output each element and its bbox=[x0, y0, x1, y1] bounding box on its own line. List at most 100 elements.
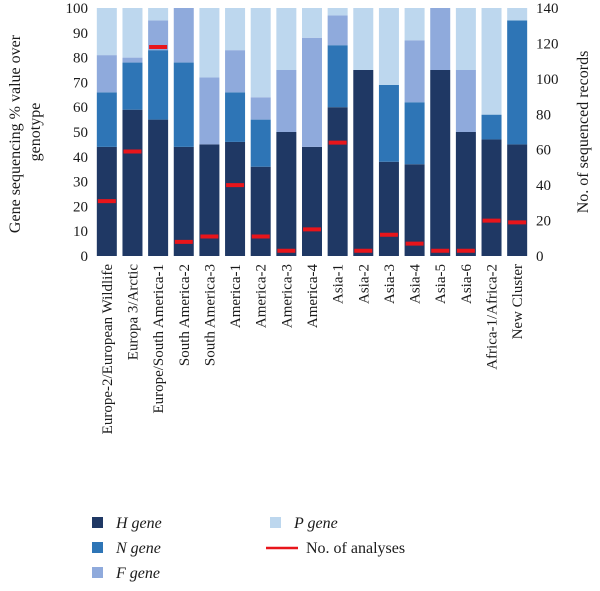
category-label: America-4 bbox=[305, 264, 321, 329]
bar-segment-f-gene bbox=[148, 20, 169, 51]
category-label: Asia-5 bbox=[433, 264, 449, 304]
legend-label: H gene bbox=[115, 515, 162, 532]
bar-segment-h-gene bbox=[122, 109, 143, 257]
right-tick-label: 120 bbox=[536, 36, 559, 52]
bar-segment-f-gene bbox=[302, 37, 322, 147]
bar-segment-n-gene bbox=[96, 92, 117, 147]
category-label: America-3 bbox=[279, 264, 295, 328]
left-tick-label: 80 bbox=[73, 51, 88, 67]
bars-group bbox=[96, 8, 528, 257]
left-axis-title: Gene sequencing % value over genotype bbox=[7, 31, 44, 233]
bar-segment-p-gene bbox=[507, 8, 528, 21]
left-tick-label: 40 bbox=[73, 150, 88, 166]
right-tick-label: 100 bbox=[536, 72, 559, 88]
bar-segment-h-gene bbox=[199, 144, 220, 256]
bar-segment-h-gene bbox=[378, 161, 399, 256]
right-tick-label: 20 bbox=[536, 214, 551, 230]
legend-label: N gene bbox=[115, 540, 161, 557]
legend-swatch bbox=[92, 567, 103, 578]
right-tick-label: 0 bbox=[536, 249, 544, 265]
bar-segment-h-gene bbox=[404, 164, 425, 256]
bar-segment-p-gene bbox=[378, 8, 399, 85]
bar-segment-p-gene bbox=[353, 8, 374, 70]
bar-segment-p-gene bbox=[250, 8, 271, 98]
category-label: Asia-2 bbox=[356, 264, 372, 304]
category-label: Asia-3 bbox=[382, 264, 398, 304]
bar-segment-n-gene bbox=[404, 102, 425, 165]
bar-segment-h-gene bbox=[430, 70, 451, 256]
bar-segment-p-gene bbox=[148, 8, 169, 21]
left-tick-label: 30 bbox=[73, 175, 88, 191]
category-label: South America-2 bbox=[177, 264, 193, 366]
legend: H gene P gene N gene No. of analyses F gene bbox=[92, 515, 405, 582]
bar-segment-p-gene bbox=[327, 8, 348, 16]
legend-label: P gene bbox=[293, 515, 338, 532]
left-tick-label: 10 bbox=[73, 224, 88, 240]
bar-segment-f-gene bbox=[225, 50, 246, 93]
bar-segment-h-gene bbox=[481, 139, 502, 256]
legend-label: F gene bbox=[115, 565, 160, 582]
right-y-axis: 0 20 40 60 80 100 120 140 bbox=[536, 1, 559, 265]
bar-segment-h-gene bbox=[507, 144, 528, 256]
legend-swatch bbox=[270, 517, 281, 528]
bar-segment-h-gene bbox=[225, 141, 246, 256]
category-label: Asia-6 bbox=[459, 264, 475, 304]
legend-label: No. of analyses bbox=[306, 540, 405, 557]
bar-segment-p-gene bbox=[122, 8, 143, 58]
bar-segment-f-gene bbox=[276, 70, 297, 132]
left-axis-title-line-1: Gene sequencing % value over bbox=[7, 34, 24, 233]
bar-segment-n-gene bbox=[122, 62, 143, 110]
right-tick-label: 60 bbox=[536, 143, 551, 159]
bar-segment-h-gene bbox=[148, 119, 169, 256]
bar-segment-p-gene bbox=[404, 8, 425, 41]
category-label: Europa 3/Arctic bbox=[125, 264, 141, 361]
bar-segment-n-gene bbox=[507, 20, 528, 145]
bar-segment-f-gene bbox=[455, 70, 476, 132]
bar-segment-f-gene bbox=[250, 97, 271, 120]
left-tick-label: 0 bbox=[81, 249, 89, 265]
analyses-markers-group bbox=[97, 44, 527, 253]
bar-segment-h-gene bbox=[455, 132, 476, 256]
category-label: South America-3 bbox=[202, 264, 218, 366]
bar-segment-p-gene bbox=[225, 8, 246, 51]
bar-segment-n-gene bbox=[173, 62, 194, 147]
bar-segment-h-gene bbox=[276, 132, 297, 256]
right-tick-label: 80 bbox=[536, 107, 551, 123]
bar-segment-f-gene bbox=[122, 57, 143, 63]
bar-segment-f-gene bbox=[430, 8, 451, 70]
right-axis-title: No. of sequenced records bbox=[575, 51, 592, 214]
right-tick-label: 140 bbox=[536, 1, 559, 17]
bar-segment-h-gene bbox=[327, 107, 348, 256]
bar-segment-f-gene bbox=[327, 15, 348, 46]
category-labels-group: Europe-2/European Wildlife Europa 3/Arcti… bbox=[100, 264, 526, 435]
bar-segment-n-gene bbox=[225, 92, 246, 142]
bar-segment-n-gene bbox=[148, 50, 169, 120]
bar-segment-f-gene bbox=[199, 77, 220, 145]
left-tick-label: 90 bbox=[73, 26, 88, 42]
left-axis-title-line-2: genotype bbox=[27, 103, 44, 162]
left-tick-label: 50 bbox=[73, 125, 88, 141]
bar-segment-f-gene bbox=[96, 55, 117, 93]
bar-segment-h-gene bbox=[302, 146, 322, 256]
bar-segment-f-gene bbox=[404, 40, 425, 103]
bar-segment-n-gene bbox=[327, 45, 348, 108]
category-label: Africa-1/Africa-2 bbox=[485, 264, 501, 370]
bar-segment-f-gene bbox=[173, 8, 194, 63]
category-label: Asia-4 bbox=[408, 264, 424, 304]
left-tick-label: 70 bbox=[73, 75, 88, 91]
bar-segment-n-gene bbox=[378, 84, 399, 162]
bar-segment-h-gene bbox=[353, 70, 374, 256]
legend-swatch bbox=[92, 542, 103, 553]
left-y-axis: 0 10 20 30 40 50 60 70 80 90 100 bbox=[66, 1, 89, 265]
left-tick-label: 100 bbox=[66, 1, 89, 17]
bar-segment-h-gene bbox=[250, 166, 271, 256]
bar-segment-p-gene bbox=[199, 8, 220, 78]
category-label: Europe/South America-1 bbox=[151, 264, 167, 414]
category-label: Asia-1 bbox=[331, 264, 347, 304]
bar-segment-p-gene bbox=[276, 8, 297, 70]
bar-segment-n-gene bbox=[481, 114, 502, 140]
bar-segment-p-gene bbox=[96, 8, 117, 56]
category-label: Europe-2/European Wildlife bbox=[100, 264, 116, 435]
bar-segment-p-gene bbox=[481, 8, 502, 115]
